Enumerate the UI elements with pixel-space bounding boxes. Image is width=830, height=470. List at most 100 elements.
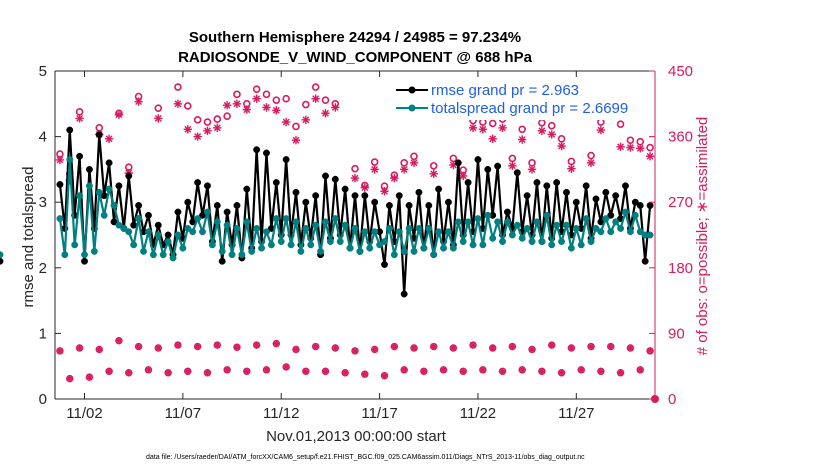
rmse-point <box>66 126 74 134</box>
obs-low-marker <box>498 367 507 376</box>
rmse-point <box>292 188 300 196</box>
totalspread-point <box>528 238 536 246</box>
rmse-point <box>592 195 600 203</box>
totalspread-point <box>543 211 551 219</box>
totalspread-point <box>267 241 275 249</box>
y2-tick-label: 270 <box>668 194 693 211</box>
obs-low-marker <box>439 366 448 374</box>
totalspread-point <box>356 247 364 255</box>
obs-low-marker <box>469 341 477 349</box>
obs-possible-marker <box>429 161 438 170</box>
obs-low-marker <box>341 369 349 377</box>
obs-low-marker <box>390 342 399 351</box>
totalspread-point <box>631 211 639 219</box>
obs-possible-marker <box>272 96 281 104</box>
obs-possible-marker <box>252 85 261 94</box>
obs-assimilated-marker <box>252 94 261 103</box>
rmse-point <box>341 185 349 193</box>
totalspread-point <box>400 247 408 255</box>
totalspread-point <box>459 238 467 246</box>
obs-possible-marker <box>351 164 359 173</box>
obs-possible-marker <box>154 104 163 112</box>
totalspread-point <box>169 254 177 262</box>
y2-tick-label: 0 <box>668 391 676 408</box>
obs-low-marker <box>66 374 74 383</box>
obs-low-marker <box>203 369 212 377</box>
obs-assimilated-marker <box>104 134 114 143</box>
rmse-point <box>543 182 551 190</box>
legend-rmse-label: rmse grand pr = 2.963 <box>431 82 579 99</box>
rmse-point <box>646 202 654 209</box>
obs-low-marker <box>410 344 418 352</box>
totalspread-point <box>277 238 285 246</box>
obs-assimilated-marker <box>557 141 566 151</box>
totalspread-point <box>361 228 369 236</box>
rmse-point <box>213 202 221 209</box>
totalspread-point <box>71 241 79 249</box>
totalspread-point <box>612 218 620 226</box>
obs-low-marker <box>154 344 162 352</box>
obs-low-marker <box>420 367 428 376</box>
rmse-point <box>263 149 270 157</box>
rmse-point <box>322 172 329 180</box>
totalspread-point <box>454 218 462 226</box>
totalspread-point <box>381 238 388 246</box>
obs-low-marker <box>557 369 566 377</box>
obs-low-marker <box>115 336 123 345</box>
totalspread-point <box>184 224 192 232</box>
obs-assimilated-marker <box>567 164 576 173</box>
obs-assimilated-marker <box>360 183 370 192</box>
totalspread-point <box>592 224 600 232</box>
totalspread-point <box>297 247 305 255</box>
x-tick-label: 11/22 <box>460 405 496 422</box>
totalspread-point <box>444 228 452 236</box>
obs-low-marker <box>331 344 340 352</box>
rmse-point <box>612 192 620 200</box>
rmse-point <box>371 198 379 206</box>
rmse-point <box>243 185 251 193</box>
obs-assimilated-marker <box>331 103 340 112</box>
obs-assimilated-marker <box>498 123 507 133</box>
rmse-point <box>361 192 369 200</box>
rmse-point <box>351 192 359 200</box>
obs-assimilated-marker <box>173 99 183 108</box>
rmse-point <box>272 179 280 186</box>
rmse-point <box>312 192 320 200</box>
obs-possible-marker <box>626 136 635 145</box>
obs-low-marker <box>616 369 625 377</box>
totalspread-point <box>331 215 339 223</box>
obs-assimilated-marker <box>213 123 222 133</box>
obs-low-marker <box>184 367 192 376</box>
obs-low-marker <box>429 342 438 351</box>
obs-low-marker <box>223 366 231 374</box>
rmse-point <box>154 221 162 229</box>
y-tick-label: 3 <box>39 194 47 211</box>
rmse-point <box>81 257 88 265</box>
obs-low-marker <box>528 345 536 354</box>
obs-low-marker <box>262 366 271 374</box>
obs-low-marker <box>56 347 64 355</box>
totalspread-point <box>602 215 610 223</box>
obs-assimilated-marker <box>193 132 202 141</box>
obs-low-marker <box>272 339 281 348</box>
obs-low-marker <box>626 344 635 352</box>
totalspread-point <box>479 241 487 249</box>
rmse-point <box>553 179 561 186</box>
totalspread-point <box>233 224 241 232</box>
obs-low-marker <box>479 366 487 374</box>
rmse-point <box>223 208 231 216</box>
rmse-point <box>400 290 408 298</box>
rmse-point <box>282 156 290 164</box>
totalspread-point <box>395 228 403 236</box>
rmse-point <box>144 211 152 219</box>
totalspread-point <box>258 244 266 252</box>
rmse-point <box>164 231 172 239</box>
rmse-point <box>0 257 4 265</box>
obs-possible-marker <box>233 90 241 99</box>
totalspread-point <box>597 228 605 236</box>
totalspread-point <box>494 218 502 226</box>
obs-low-marker <box>311 342 320 351</box>
chart-subtitle: RADIOSONDE_V_WIND_COMPONENT @ 688 hPa <box>178 49 533 66</box>
obs-assimilated-marker <box>350 173 360 183</box>
totalspread-point <box>213 218 221 226</box>
